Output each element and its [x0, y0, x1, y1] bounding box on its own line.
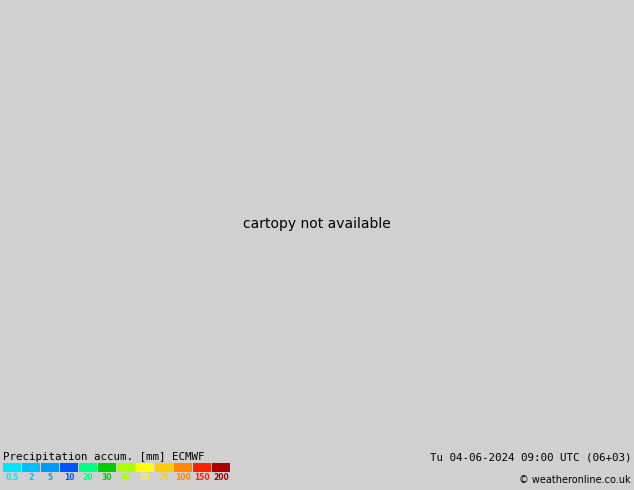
- Bar: [136, 463, 154, 472]
- Bar: [3, 463, 21, 472]
- Bar: [60, 463, 78, 472]
- Text: Tu 04-06-2024 09:00 UTC (06+03): Tu 04-06-2024 09:00 UTC (06+03): [429, 452, 631, 463]
- Bar: [79, 463, 97, 472]
- Bar: [22, 463, 40, 472]
- Text: 200: 200: [213, 473, 229, 482]
- Bar: [212, 463, 230, 472]
- Text: 20: 20: [83, 473, 93, 482]
- Bar: [174, 463, 192, 472]
- Text: 0.5: 0.5: [5, 473, 18, 482]
- Bar: [41, 463, 59, 472]
- Bar: [98, 463, 116, 472]
- Text: © weatheronline.co.uk: © weatheronline.co.uk: [519, 475, 631, 485]
- Text: 40: 40: [120, 473, 131, 482]
- Text: 50: 50: [140, 473, 150, 482]
- Text: Precipitation accum. [mm] ECMWF: Precipitation accum. [mm] ECMWF: [3, 452, 205, 463]
- Text: cartopy not available: cartopy not available: [243, 217, 391, 231]
- Bar: [117, 463, 135, 472]
- Text: 5: 5: [48, 473, 53, 482]
- Bar: [155, 463, 173, 472]
- Text: 100: 100: [175, 473, 191, 482]
- Text: 30: 30: [101, 473, 112, 482]
- Text: 2: 2: [29, 473, 34, 482]
- Bar: [193, 463, 211, 472]
- Text: 75: 75: [158, 473, 169, 482]
- Text: 150: 150: [194, 473, 210, 482]
- Text: 10: 10: [64, 473, 74, 482]
